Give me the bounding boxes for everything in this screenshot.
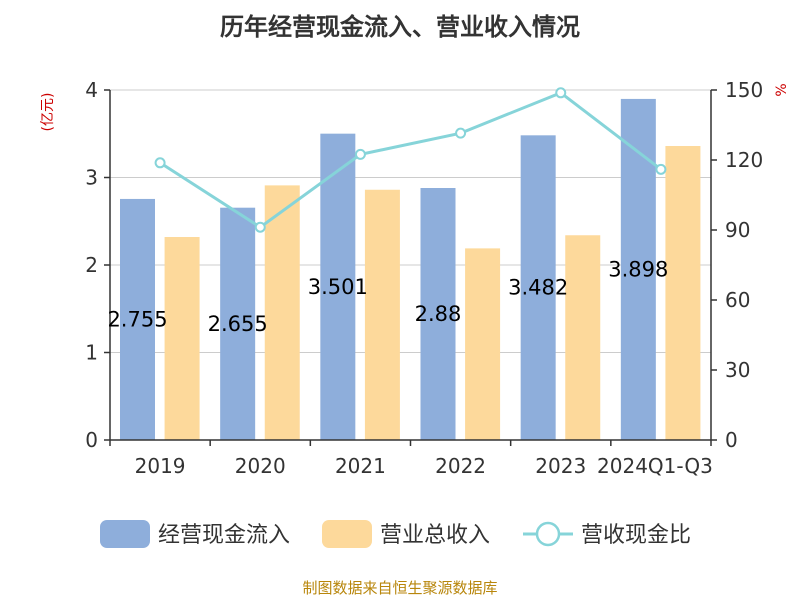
- data-label: 3.482: [508, 276, 568, 300]
- x-tick-label: 2024Q1-Q3: [597, 454, 713, 478]
- gridlines: [110, 89, 711, 353]
- legend-swatch: [100, 520, 150, 548]
- left-tick-label: 4: [85, 78, 98, 102]
- x-tick-label: 2019: [135, 454, 186, 478]
- bar-revenue: [364, 189, 400, 440]
- ratio-point: [455, 127, 467, 139]
- data-label: 2.655: [208, 312, 268, 336]
- bar-cash-inflow: [220, 207, 256, 440]
- right-tick-label: 60: [725, 288, 750, 312]
- right-axis-unit: %: [774, 83, 790, 96]
- legend-label: 营收现金比: [581, 523, 691, 548]
- ratio-line-path: [159, 91, 662, 230]
- bar-revenue: [565, 235, 601, 440]
- source-note: 制图数据来自恒生聚源数据库: [302, 579, 497, 597]
- left-tick-label: 1: [85, 341, 98, 365]
- bar-revenue: [164, 237, 200, 440]
- right-tick-label: 30: [725, 358, 750, 382]
- legend-line-marker: [535, 521, 561, 547]
- bar-cash-inflow: [420, 188, 456, 440]
- left-axis-unit: (亿元): [40, 93, 56, 132]
- data-label: 3.501: [308, 275, 368, 299]
- right-tick-label: 90: [725, 218, 750, 242]
- data-label: 3.898: [608, 257, 668, 281]
- data-labels: 2.755 2.655 3.501 2.88 3.482 3.898: [107, 257, 668, 335]
- chart-title: 历年经营现金流入、营业收入情况: [220, 13, 580, 41]
- bars: [120, 98, 701, 441]
- x-tick-label: 2023: [535, 454, 586, 478]
- data-label: 2.755: [107, 307, 167, 331]
- bar-revenue: [665, 146, 701, 440]
- bar-revenue: [264, 185, 300, 440]
- ratio-point: [154, 157, 166, 169]
- ratio-point: [555, 87, 567, 99]
- right-tick-label: 150: [725, 78, 763, 102]
- bar-cash-inflow: [320, 133, 356, 440]
- legend-label: 营业总收入: [380, 523, 490, 548]
- bar-cash-inflow: [620, 98, 656, 441]
- bar-revenue: [465, 248, 501, 440]
- bar-cash-inflow: [120, 198, 155, 440]
- legend-swatch: [322, 520, 372, 548]
- right-tick-label: 120: [725, 148, 763, 172]
- ratio-point: [655, 163, 667, 175]
- x-tick-label: 2021: [335, 454, 386, 478]
- ratio-line: [154, 87, 667, 233]
- legend-label: 经营现金流入: [158, 523, 290, 548]
- left-tick-label: 3: [85, 166, 98, 190]
- bar-cash-inflow: [520, 135, 556, 440]
- x-tick-label: 2020: [235, 454, 286, 478]
- left-tick-label: 2: [85, 253, 98, 277]
- legend: 经营现金流入 营业总收入 营收现金比: [100, 520, 691, 548]
- right-tick-label: 0: [725, 428, 738, 452]
- data-label: 2.88: [415, 302, 462, 326]
- ratio-point: [254, 221, 266, 233]
- ratio-point: [354, 148, 366, 160]
- x-tick-label: 2022: [435, 454, 486, 478]
- axes: 0 1 2 3 4 0 30 60 90 120 150 2019 2020 2021 2022 2023 20…: [85, 78, 763, 478]
- left-tick-label: 0: [85, 428, 98, 452]
